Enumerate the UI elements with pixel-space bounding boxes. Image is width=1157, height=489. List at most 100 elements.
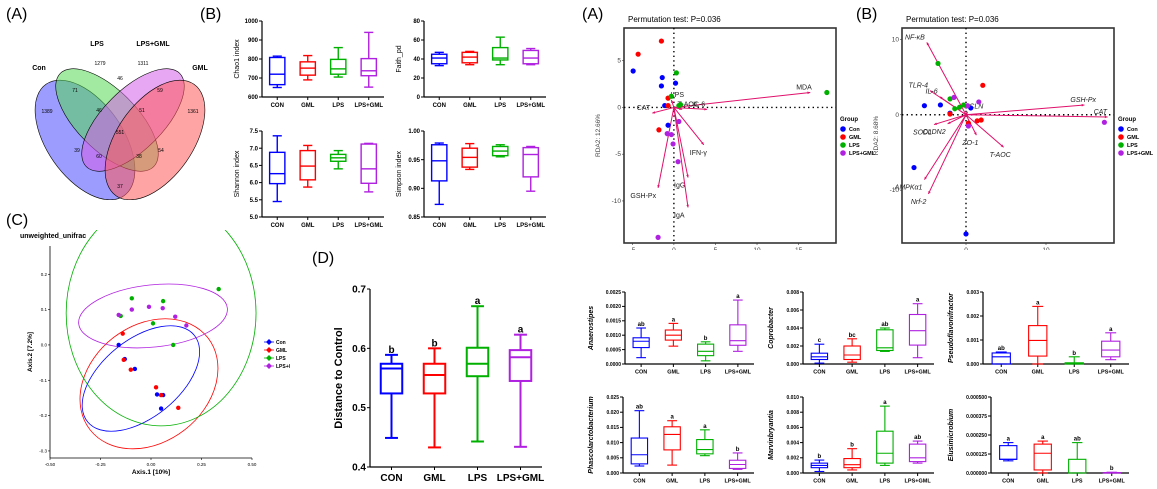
variable-label: OCLN	[964, 104, 984, 111]
point-lps	[673, 70, 679, 76]
x-tick-label: 0.25	[197, 462, 206, 467]
x-tick-label: CON	[813, 370, 825, 376]
venn-diagram: Con LPS LPS+GML GML 1389 1279 1311 1361 71 46 59 46…	[32, 41, 208, 200]
y-tick-label: -0.2	[39, 413, 47, 418]
x-tick-label: 0	[964, 247, 968, 250]
x-tick-label: GML	[1032, 370, 1045, 376]
y-axis-label: Shannon index	[234, 150, 241, 197]
x-tick-label: CON	[433, 223, 446, 229]
y-tick-label: -10	[890, 187, 900, 194]
x-tick-label: LPS	[880, 370, 891, 376]
box-lps	[329, 46, 347, 78]
y-tick-label: 0.0020	[606, 304, 622, 310]
box-iqr	[465, 346, 490, 378]
loading-arrow	[673, 107, 689, 208]
x-tick-label: 5	[714, 247, 718, 250]
box-lps	[697, 341, 715, 362]
variable-label: SOD1	[913, 130, 932, 137]
arrow-head	[679, 107, 683, 111]
venn-region-count: 37	[117, 184, 123, 190]
x-axis-label: Axis.1 [10%]	[132, 469, 170, 476]
faith-pd-boxplot: 0 20 40 60 80 Faith_pd CON GML LPS LPS+GML	[396, 19, 546, 109]
confidence-ellipse-lps-gml	[78, 283, 228, 349]
box-iqr	[729, 324, 747, 346]
y-tick-label: 0	[617, 104, 621, 111]
y-tick-label: 6.0	[250, 181, 259, 187]
anaerostipes-boxplot: 0.0000 0.0005 0.0010 0.0015 0.0020 0.0025 Anae…	[588, 290, 754, 376]
legend-label: LPS+GML	[849, 151, 875, 157]
box-lps-gml	[522, 47, 540, 66]
arrow-head	[1104, 115, 1108, 119]
point-lps-gml	[951, 94, 957, 101]
point-gml	[635, 51, 641, 57]
venn-region-count: 38	[136, 154, 142, 160]
x-tick-label: LPS+GML	[725, 370, 752, 376]
box-iqr	[329, 58, 347, 75]
y-tick-label: 0.0000	[606, 362, 622, 368]
point-lps-gml	[664, 131, 670, 137]
point-gml	[128, 367, 133, 372]
legend-label: GML	[849, 135, 862, 141]
box-lps-gml	[908, 303, 927, 359]
point-lps	[947, 96, 953, 102]
significance-letter: a	[883, 400, 887, 406]
y-tick-label: 0.002	[966, 314, 979, 320]
variable-label: IgA	[674, 212, 685, 219]
point-gml	[120, 331, 125, 336]
x-tick-label: GML	[666, 479, 679, 485]
point-gml	[980, 82, 986, 88]
y-tick-label: 0.005	[606, 456, 619, 462]
x-tick-label: GML	[463, 103, 477, 109]
x-tick-label: -0.50	[45, 462, 56, 467]
significance-letter: b	[704, 336, 708, 342]
box-iqr	[360, 143, 378, 184]
significance-letter: b	[388, 345, 394, 356]
point-con	[921, 103, 927, 109]
y-tick-label: 0.015	[606, 425, 619, 431]
y-tick-label: 0.000	[786, 362, 799, 368]
significance-letter: a	[672, 317, 676, 323]
y-tick-label: 0	[895, 112, 899, 119]
box-con	[632, 327, 650, 359]
point-lps-gml	[976, 99, 982, 105]
arrow-head	[928, 190, 931, 194]
legend-marker-lps	[1118, 142, 1124, 148]
box-lps	[465, 305, 490, 443]
point-con	[672, 80, 679, 86]
point-gml	[158, 392, 164, 398]
box-lps-gml	[908, 440, 927, 464]
point-con	[630, 68, 636, 74]
loading-arrow	[965, 114, 1004, 148]
y-tick-label: 0.006	[786, 308, 799, 314]
y-tick-label: 0	[417, 95, 421, 101]
loading-arrow	[965, 104, 1085, 116]
x-tick-label: 0.00	[147, 462, 156, 467]
variable-label: NF-κB	[905, 34, 925, 41]
box-lps-gml	[360, 31, 378, 88]
significance-letter: a	[916, 298, 920, 304]
legend-label: LPS+GML	[276, 364, 290, 370]
y-tick-label: 0.0025	[606, 290, 622, 296]
variable-label: T-AOC	[678, 101, 699, 108]
box-lps	[876, 405, 894, 466]
variable-label: ZO-1	[961, 140, 978, 147]
variable-label: GSH-Px	[1070, 97, 1096, 104]
arrow-head	[686, 174, 689, 178]
x-tick-label: GML	[846, 479, 859, 485]
venn-region-count: 54	[158, 148, 164, 154]
venn-region-count: 46	[96, 108, 102, 114]
box-con	[430, 51, 448, 67]
y-axis-label: Faith_pd	[396, 45, 403, 72]
box-iqr	[696, 439, 714, 455]
x-tick-label: 10	[1042, 247, 1050, 250]
venn-set-label: GML	[192, 65, 208, 72]
shannon-boxplot: 5.0 5.5 6.0 6.5 7.0 7.5 Shannon index CON GML LPS…	[234, 129, 384, 229]
y-tick-label: 0.000	[966, 362, 979, 368]
loading-arrow	[965, 114, 977, 136]
loading-arrow	[657, 107, 675, 188]
box-lps	[696, 429, 714, 457]
y-tick-label: 0.0010	[606, 333, 622, 339]
variable-label: CAT	[1094, 109, 1108, 116]
loading-arrow	[965, 114, 1108, 118]
plot-frame	[901, 27, 1115, 244]
